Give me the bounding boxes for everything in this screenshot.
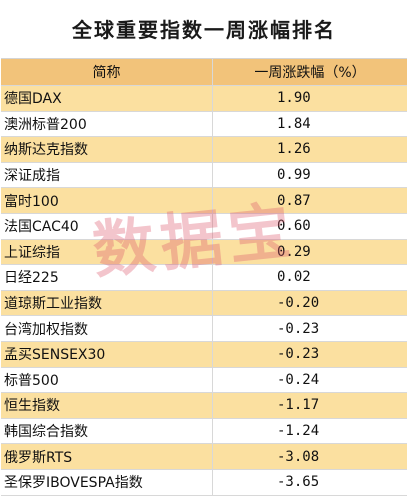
- table-row: 俄罗斯RTS -3.08: [1, 444, 407, 470]
- index-name: 恒生指数: [1, 393, 213, 418]
- table-row: 上证综指 0.29: [1, 239, 407, 266]
- index-name: 标普500: [1, 367, 213, 393]
- index-name: 深证成指: [1, 162, 213, 188]
- index-name: 台湾加权指数: [1, 316, 213, 341]
- weekly-change-value: 0.99: [277, 167, 311, 184]
- index-name: 圣保罗IBOVESPA指数: [1, 469, 213, 495]
- table-row: 纳斯达克指数 1.26: [1, 137, 407, 163]
- table-row: 恒生指数 -1.17: [1, 393, 407, 419]
- table-row: 日经225 0.02: [1, 265, 407, 291]
- weekly-change-value: -3.08: [277, 448, 320, 465]
- weekly-change-value: -0.20: [277, 295, 320, 312]
- index-name: 日经225: [1, 265, 213, 290]
- weekly-change-value: -1.24: [277, 423, 320, 440]
- weekly-change-value: -1.17: [277, 397, 320, 414]
- index-name: 法国CAC40: [1, 213, 213, 239]
- weekly-change-value: -0.24: [277, 371, 320, 388]
- index-name: 韩国综合指数: [1, 418, 213, 444]
- table-row: 孟买SENSEX30 -0.23: [1, 341, 407, 368]
- weekly-change-value: -0.23: [277, 320, 320, 337]
- table-row: 富时100 0.87: [1, 188, 407, 214]
- weekly-change-value: 1.26: [277, 141, 311, 158]
- weekly-change-value: 0.87: [277, 192, 311, 209]
- table-row: 圣保罗IBOVESPA指数 -3.65: [1, 469, 407, 496]
- index-name: 上证综指: [1, 239, 213, 265]
- weekly-change-value: 0.60: [277, 218, 311, 235]
- table-header: 简称 一周涨跌幅（%）: [1, 59, 407, 86]
- weekly-change-value: -3.65: [277, 474, 320, 491]
- page-title: 全球重要指数一周涨幅排名: [72, 17, 336, 42]
- index-name: 德国DAX: [1, 86, 213, 111]
- index-name: 富时100: [1, 188, 213, 213]
- table-row: 澳洲标普200 1.84: [1, 111, 407, 138]
- table-row: 道琼斯工业指数 -0.20: [1, 290, 407, 317]
- index-name: 道琼斯工业指数: [1, 290, 213, 316]
- column-header-name: 简称: [1, 59, 213, 85]
- index-name: 澳洲标普200: [1, 111, 213, 137]
- table-row: 德国DAX 1.90: [1, 86, 407, 112]
- table-row: 法国CAC40 0.60: [1, 213, 407, 240]
- weekly-change-value: 1.84: [277, 115, 311, 132]
- weekly-change-value: -0.23: [277, 346, 320, 363]
- weekly-change-value: 0.29: [277, 243, 311, 260]
- table-row: 深证成指 0.99: [1, 162, 407, 189]
- index-name: 纳斯达克指数: [1, 137, 213, 162]
- index-name: 俄罗斯RTS: [1, 444, 213, 469]
- table-row: 台湾加权指数 -0.23: [1, 316, 407, 342]
- index-table: 简称 一周涨跌幅（%） 德国DAX 1.90 澳洲标普200 1.84 纳斯达克指数 1.…: [1, 58, 407, 496]
- table-row: 韩国综合指数 -1.24: [1, 418, 407, 445]
- weekly-change-value: 1.90: [277, 90, 311, 107]
- weekly-change-value: 0.02: [277, 269, 311, 286]
- index-name: 孟买SENSEX30: [1, 341, 213, 367]
- column-header-change: 一周涨跌幅（%）: [254, 65, 366, 81]
- table-row: 标普500 -0.24: [1, 367, 407, 394]
